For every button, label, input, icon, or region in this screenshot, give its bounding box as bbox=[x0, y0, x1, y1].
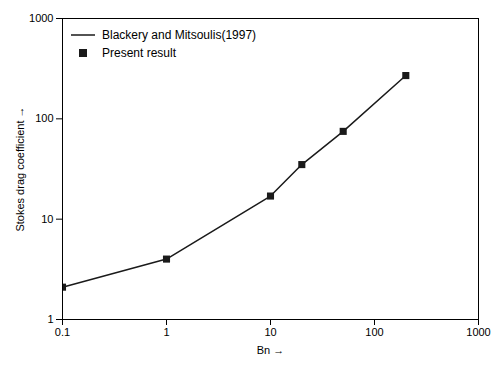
svg-text:1000: 1000 bbox=[29, 12, 53, 24]
svg-text:Stokes drag coefficient →: Stokes drag coefficient → bbox=[14, 106, 26, 231]
svg-text:Bn →: Bn → bbox=[257, 344, 285, 356]
svg-text:100: 100 bbox=[365, 326, 383, 338]
svg-text:1000: 1000 bbox=[466, 326, 490, 338]
svg-text:100: 100 bbox=[35, 112, 53, 124]
svg-text:1: 1 bbox=[47, 313, 53, 325]
svg-text:1: 1 bbox=[163, 326, 169, 338]
html-text:Blackery and Mitsoulis(1997): Blackery and Mitsoulis(1997) bbox=[102, 28, 257, 42]
svg-text:0.1: 0.1 bbox=[55, 326, 70, 338]
html-text:Present result: Present result bbox=[102, 46, 176, 60]
svg-text:10: 10 bbox=[41, 213, 53, 225]
svg-text:10: 10 bbox=[264, 326, 276, 338]
